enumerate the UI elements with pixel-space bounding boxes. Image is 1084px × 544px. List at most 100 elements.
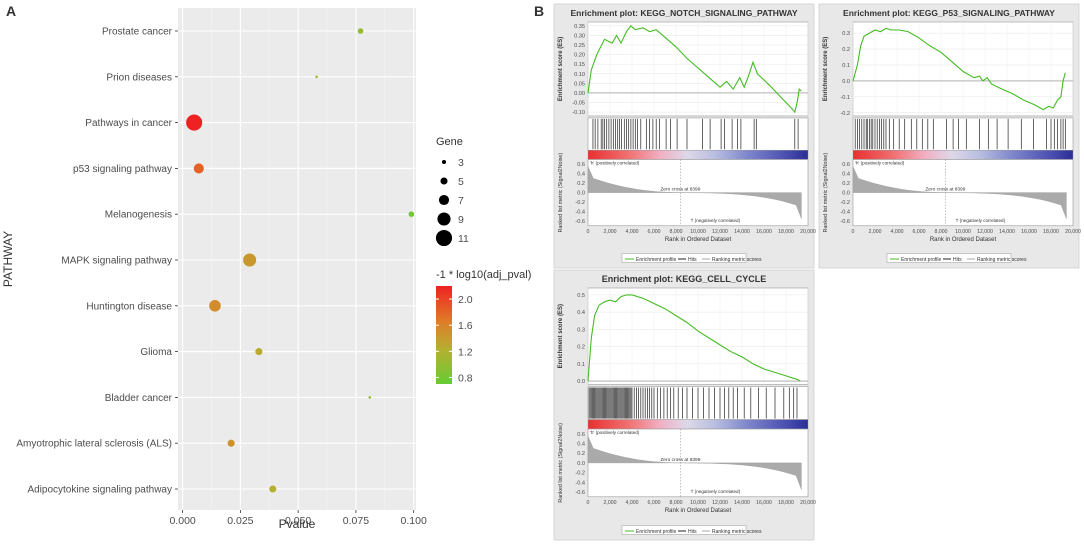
hits-area — [587, 117, 809, 151]
bubble — [186, 114, 203, 131]
bubble — [357, 28, 364, 34]
rank-tick-label: 8,000 — [670, 229, 683, 235]
positive-correlated-label: 'h' (positively correlated) — [590, 430, 640, 435]
es-tick-label: 0.1 — [577, 362, 585, 368]
bubbles — [186, 28, 415, 493]
es-tick-label: 0.4 — [577, 310, 585, 316]
gene-legend-label: 5 — [458, 176, 464, 188]
rank-tick-label: 6,000 — [913, 229, 926, 235]
metric-tick-label: -0.6 — [575, 490, 585, 496]
gsea-legend-box — [621, 525, 747, 535]
metric-tick-label: -0.2 — [575, 471, 585, 477]
negative-correlated-label: 'l' (negatively correlated) — [691, 489, 741, 494]
pathway-label: Glioma — [140, 347, 172, 358]
positive-correlated-label: 'h' (positively correlated) — [590, 160, 640, 165]
bubble — [269, 485, 277, 493]
metric-tick-label: 0.2 — [842, 181, 850, 187]
metric-tick-label: 0.2 — [577, 181, 585, 187]
metric-axis-title: Ranked list metric (Signal2Noise) — [823, 153, 829, 233]
rank-tick-label: 10,000 — [690, 229, 706, 235]
rank-tick-label: 20,000 — [1065, 229, 1081, 235]
rank-tick-label: 10,000 — [955, 229, 971, 235]
rank-tick-label: 20,000 — [800, 500, 816, 506]
rank-tick-label: 16,000 — [1021, 229, 1037, 235]
es-axis-title: Enrichment score (ES) — [823, 37, 829, 101]
metric-tick-label: -0.4 — [840, 210, 850, 216]
metric-tick-label: 0.4 — [577, 442, 585, 448]
y-axis-title: PATHWAY — [1, 231, 15, 287]
rank-tick-label: 18,000 — [778, 229, 794, 235]
x-tick-label: 0.100 — [401, 515, 427, 527]
enrichment-profile-line — [852, 27, 1066, 111]
ranking-metric-area — [852, 166, 1067, 219]
legend-label-hits: Hits — [953, 257, 962, 263]
rank-tick-label: 2,000 — [604, 229, 617, 235]
legend-label-metric: Ranking metric scores — [977, 257, 1027, 263]
metric-tick-label: -0.2 — [575, 200, 585, 206]
panel-label-b: B — [534, 3, 544, 19]
zero-cross-label: Zero cross at 8399 — [660, 187, 700, 193]
es-tick-label: 0.0 — [842, 79, 850, 85]
es-tick-label: 0.20 — [574, 53, 585, 59]
es-tick-label: -0.05 — [572, 101, 585, 107]
rank-tick-label: 4,000 — [626, 229, 639, 235]
colorbar-tick-label: 1.2 — [458, 346, 473, 358]
rank-tick-label: 12,000 — [712, 229, 728, 235]
hits-area — [852, 117, 1074, 151]
metric-tick-label: 0.2 — [577, 451, 585, 457]
enrichment-profile-line — [587, 24, 802, 114]
es-tick-label: 0.2 — [577, 345, 585, 351]
x-tick-label: 0.000 — [169, 515, 195, 527]
ranking-metric-area — [587, 166, 802, 219]
bubble — [209, 300, 221, 312]
gsea-plot-p53: Enrichment plot: KEGG_P53_SIGNALING_PATH… — [818, 3, 1081, 269]
es-tick-label: 0.3 — [577, 327, 585, 333]
colorbar — [436, 286, 452, 384]
bubble — [227, 439, 235, 447]
rank-axis-title: Rank in Ordered Dataset — [665, 508, 732, 514]
rank-tick-label: 8,000 — [935, 229, 948, 235]
gene-size-legend: Gene 3 5 7 9 11 — [435, 136, 469, 247]
es-tick-label: 0.5 — [577, 293, 585, 299]
zero-cross-label: Zero cross at 8399 — [660, 457, 700, 463]
bubble — [255, 348, 263, 356]
es-tick-label: 0.25 — [574, 43, 585, 49]
metric-tick-label: -0.2 — [840, 200, 850, 206]
rank-tick-label: 16,000 — [756, 229, 772, 235]
es-tick-label: 0.3 — [842, 31, 850, 37]
gsea-plot-cell-cycle: Enrichment plot: KEGG_CELL_CYCLE 0.5 0.4 0.… — [553, 269, 816, 541]
metric-tick-label: 0.6 — [577, 432, 585, 438]
gene-legend-dot — [441, 159, 447, 165]
pathway-label: MAPK signaling pathway — [61, 256, 172, 267]
es-tick-label: 0.2 — [842, 47, 850, 53]
rank-tick-label: 10,000 — [690, 500, 706, 506]
grid-lines — [178, 8, 416, 510]
rank-tick-label: 14,000 — [734, 500, 750, 506]
pathway-label: Bladder cancer — [105, 393, 173, 404]
ranking-metric-area — [587, 436, 802, 490]
metric-tick-label: -0.4 — [575, 210, 585, 216]
pathway-label: Huntington disease — [86, 301, 172, 312]
es-tick-label: -0.1 — [840, 95, 850, 101]
es-tick-label: 0.35 — [574, 24, 585, 30]
bubble — [193, 163, 204, 174]
rank-tick-label: 8,000 — [670, 500, 683, 506]
x-tick-labels: 0.000 0.025 0.050 0.075 0.100 — [169, 510, 427, 527]
es-tick-label: -0.10 — [572, 110, 585, 116]
rank-tick-label: 12,000 — [977, 229, 993, 235]
pathway-label: Prion diseases — [106, 72, 172, 83]
rank-tick-label: 4,000 — [626, 500, 639, 506]
gene-legend-label: 11 — [458, 233, 469, 245]
metric-axis-title: Ranked list metric (Signal2Noise) — [558, 153, 564, 233]
rank-axis-title: Rank in Ordered Dataset — [930, 237, 997, 243]
metric-tick-label: 0.0 — [577, 461, 585, 467]
es-tick-label: 0.30 — [574, 33, 585, 39]
rank-tick-label: 14,000 — [734, 229, 750, 235]
negative-correlated-label: 'l' (negatively correlated) — [691, 218, 741, 223]
bubble-chart-panel: A Prostate cancer Prion diseases Pathways … — [1, 3, 531, 531]
rank-tick-label: 18,000 — [1043, 229, 1059, 235]
gsea-legend-box — [886, 253, 1012, 263]
legend-label-hits: Hits — [688, 257, 697, 263]
gene-legend-label: 7 — [458, 195, 464, 207]
panel-label-a: A — [6, 3, 16, 19]
